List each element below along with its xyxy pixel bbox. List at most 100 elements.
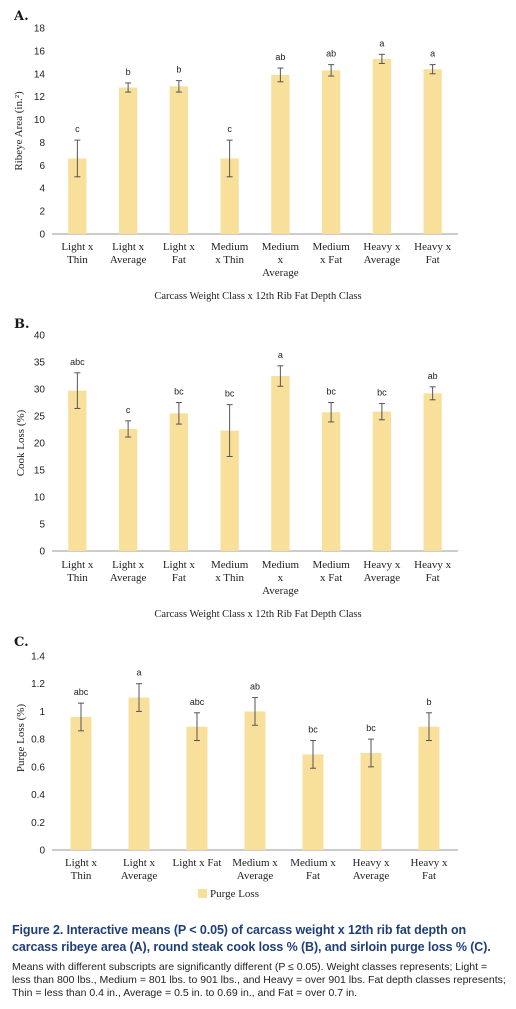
significance-letter: abc (70, 357, 85, 367)
x-tick-label: Medium x (290, 857, 336, 869)
significance-letter: c (227, 124, 232, 134)
x-tick-label: Fat (426, 572, 440, 584)
y-tick-label: 0.4 (31, 790, 45, 801)
y-tick-label: 30 (34, 385, 46, 396)
x-tick-label: Light x (61, 241, 94, 253)
y-tick-label: 1.4 (31, 652, 45, 663)
x-tick-label: Heavy x (363, 241, 400, 253)
y-tick-label: 0 (39, 547, 45, 558)
panel-label: B. (14, 317, 30, 332)
x-tick-label: Light x (163, 241, 196, 253)
x-tick-label: Medium (211, 241, 249, 253)
panel-label: A. (13, 9, 29, 24)
bar (118, 428, 138, 551)
x-tick-label: Medium (312, 559, 350, 571)
x-tick-label: Thin (67, 572, 88, 584)
bar (321, 412, 341, 551)
significance-letter: bc (377, 388, 387, 398)
significance-letter: b (426, 697, 431, 707)
y-tick-label: 15 (34, 466, 46, 477)
bar (220, 430, 239, 551)
y-tick-label: 18 (34, 24, 46, 35)
x-tick-label: Heavy x (414, 241, 451, 253)
y-tick-label: 1.2 (31, 679, 45, 690)
x-tick-label: Light x (112, 559, 145, 571)
bar (321, 70, 341, 234)
significance-letter: b (126, 67, 131, 77)
y-tick-label: 0.8 (31, 735, 45, 746)
significance-letter: c (75, 124, 80, 134)
y-tick-label: 25 (34, 412, 46, 423)
legend-swatch (198, 889, 207, 898)
bar (423, 393, 442, 551)
x-tick-label: Average (121, 870, 158, 882)
y-tick-label: 4 (39, 184, 45, 195)
x-tick-label: Thin (67, 254, 88, 266)
bar (244, 711, 266, 850)
x-tick-label: Medium (262, 241, 300, 253)
x-tick-label: Heavy x (363, 559, 400, 571)
significance-letter: c (126, 405, 131, 415)
x-tick-label: Fat (422, 870, 436, 882)
y-tick-label: 10 (34, 493, 46, 504)
x-tick-label: Medium (312, 241, 350, 253)
x-tick-label: Medium (211, 559, 249, 571)
significance-letter: abc (74, 687, 89, 697)
x-tick-label: x Thin (215, 254, 244, 266)
bar (423, 69, 442, 234)
panel-label: C. (14, 635, 29, 650)
x-tick-label: Average (353, 870, 390, 882)
x-tick-label: Average (364, 572, 401, 584)
x-tick-label: Light x (112, 241, 145, 253)
y-axis-title: Ribeye Area (in.²) (13, 91, 25, 171)
x-tick-label: x Fat (320, 572, 342, 584)
bar (372, 411, 392, 551)
y-tick-label: 20 (34, 439, 46, 450)
x-tick-label: Medium (262, 559, 300, 571)
y-tick-label: 0.2 (31, 818, 45, 829)
y-tick-label: 40 (34, 331, 46, 342)
x-tick-label: Average (364, 254, 401, 266)
legend-label: Purge Loss (210, 888, 259, 900)
significance-letter: a (278, 350, 283, 360)
y-tick-label: 12 (34, 92, 46, 103)
x-axis-title: Carcass Weight Class x 12th Rib Fat Dept… (154, 609, 361, 620)
bar (169, 413, 189, 551)
legend: Purge Loss (198, 888, 259, 900)
x-tick-label: Average (110, 254, 147, 266)
significance-letter: a (379, 38, 384, 48)
x-tick-label: Light x (65, 857, 98, 869)
bar (418, 726, 440, 850)
bar (186, 726, 208, 850)
x-tick-label: Fat (172, 254, 186, 266)
y-tick-label: 35 (34, 358, 46, 369)
x-tick-label: Thin (71, 870, 92, 882)
significance-letter: a (136, 668, 141, 678)
y-axis-title: Purge Loss (%) (15, 704, 27, 773)
x-tick-label: Heavy x (414, 559, 451, 571)
significance-letter: bc (225, 389, 235, 399)
significance-letter: bc (174, 387, 184, 397)
bar (302, 754, 324, 850)
x-tick-label: x Fat (320, 254, 342, 266)
y-tick-label: 1 (39, 707, 45, 718)
significance-letter: ab (326, 49, 336, 59)
x-tick-label: x Thin (215, 572, 244, 584)
significance-letter: bc (308, 725, 318, 735)
x-tick-label: x (278, 572, 284, 584)
caption-body: Means with different subscripts are sign… (12, 961, 506, 999)
y-tick-label: 6 (39, 161, 45, 172)
x-tick-label: Heavy x (411, 857, 448, 869)
significance-letter: bc (326, 387, 336, 397)
y-tick-label: 14 (34, 69, 46, 80)
figure-caption: Figure 2. Interactive means (P < 0.05) o… (12, 922, 506, 1000)
significance-letter: b (176, 65, 181, 75)
x-tick-label: Average (237, 870, 274, 882)
x-tick-label: Heavy x (353, 857, 390, 869)
x-tick-label: x (278, 254, 284, 266)
significance-letter: a (430, 49, 435, 59)
x-tick-label: Light x Fat (173, 857, 222, 869)
x-tick-label: Light x (61, 559, 94, 571)
